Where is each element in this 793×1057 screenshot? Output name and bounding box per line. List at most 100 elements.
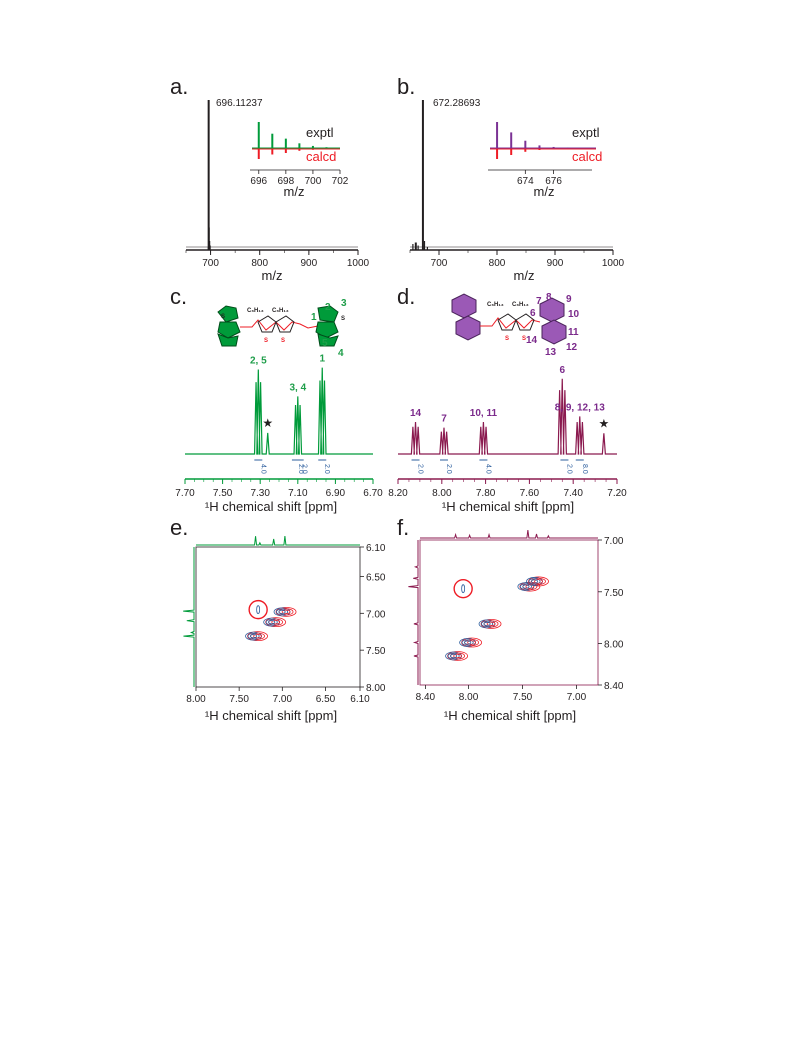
- panel-c-proton-5: 5: [322, 338, 328, 349]
- y-tick-label: 8.00: [366, 683, 386, 694]
- integral-value: 2.0: [297, 464, 304, 474]
- panel-e-left-projection: [183, 547, 195, 687]
- panel-d-sulfur-2: S: [522, 336, 526, 342]
- crosspeak-blue: [278, 609, 286, 614]
- left-projection-trace: [183, 547, 195, 687]
- panel-a-inset-xlabel: m/z: [284, 184, 305, 199]
- peak-label: 10, 11: [470, 408, 498, 419]
- panel-c-core-ring1: [257, 315, 277, 333]
- panel-f-y-ticks: 7.00 7.50 8.00 8.40: [598, 536, 624, 692]
- top-projection-trace: [420, 529, 598, 539]
- integral-value: 4.0: [484, 464, 491, 474]
- panel-c-proton-1: 1: [311, 312, 317, 323]
- panel-e: e. 8.00 7.50 7.00 6.50 6.10 6.10 6.50 7.00 7.50…: [170, 515, 386, 723]
- panel-c: c. C₆H₁₃ C₆H₁₃ S S S S 1 2 3 4 5: [170, 284, 383, 514]
- integral-value: 8.0: [581, 464, 588, 474]
- panel-b-inset-sticks: [490, 122, 596, 159]
- panel-c-hexyl-left: C₆H₁₃: [247, 308, 264, 314]
- panel-f-label: f.: [397, 515, 409, 540]
- panel-b: b. 672.28693 700 800 900 1000 m/z exptl cal…: [397, 74, 625, 283]
- peak-label: ★: [262, 416, 273, 430]
- crosspeak-blue: [481, 620, 494, 628]
- peak-label: 6: [559, 365, 565, 376]
- panel-b-inset-xlabel: m/z: [534, 184, 555, 199]
- inset-tick-label: 676: [545, 176, 562, 187]
- integral-value: 4.0: [259, 464, 266, 474]
- x-tick-label: 7.00: [567, 692, 587, 703]
- panel-f-plot-frame: [419, 539, 599, 686]
- inset-tick-label: 702: [332, 176, 349, 187]
- panel-c-thiophene-right-bot: [317, 333, 339, 347]
- panel-c-thiophene-right-top: [317, 305, 339, 323]
- panel-a-inset-ticks: 696 698 700 702: [250, 170, 349, 187]
- panel-a-label: a.: [170, 74, 188, 99]
- x-tick-label: 7.10: [288, 488, 308, 499]
- panel-e-x-ticks: 8.00 7.50 7.00 6.50 6.10: [186, 687, 370, 705]
- x-tick-label: 6.70: [363, 488, 383, 499]
- panel-a-spectrum: [186, 100, 358, 250]
- circled-crosspeak: [453, 578, 473, 599]
- panel-d: d. C₆H₁₃ C₆H₁₃ S S 6 7 8 9 10 11 12 13 1…: [388, 284, 627, 514]
- x-tick-label: 1000: [602, 258, 625, 269]
- panel-e-top-projection: [196, 535, 360, 546]
- panel-c-spectrum: [185, 367, 373, 455]
- crosspeak-blue: [447, 652, 460, 660]
- x-tick-label: 7.50: [229, 694, 249, 705]
- panel-e-plot-frame: [195, 546, 361, 688]
- panel-d-core-bonds: [480, 317, 541, 329]
- crosspeak-red: [467, 640, 477, 645]
- crosspeak-blue: [247, 632, 260, 640]
- y-tick-label: 7.00: [366, 609, 386, 620]
- panel-f-x-ticks: 8.40 8.00 7.50 7.00: [416, 685, 587, 703]
- crosspeak-red: [281, 609, 291, 615]
- panel-d-core-ring1: [497, 313, 517, 331]
- integral-value: 2.0: [445, 464, 452, 474]
- panel-d-hexyl-left: C₆H₁₃: [487, 302, 504, 308]
- panel-a: a. 696.11237 700 800 900 1000 m/z exptl cal…: [170, 74, 370, 283]
- crosspeak-blue: [528, 578, 541, 585]
- integral-value: 2.0: [323, 464, 330, 474]
- crosspeak-blue: [530, 579, 539, 584]
- panel-d-proton-14: 14: [526, 335, 538, 346]
- crosspeak-blue: [522, 584, 530, 589]
- panel-d-proton-10: 10: [568, 309, 580, 320]
- panel-a-inset: exptl calcd 696 698 700 702 m/z: [250, 122, 349, 199]
- x-tick-label: 800: [251, 258, 268, 269]
- panel-a-legend-calcd: calcd: [306, 149, 336, 164]
- panel-d-proton-13: 13: [545, 347, 557, 358]
- nmr-trace: [398, 378, 617, 455]
- x-tick-label: 8.00: [186, 694, 206, 705]
- panel-d-spectrum: [398, 378, 617, 455]
- x-tick-label: 1000: [347, 258, 370, 269]
- x-tick-label: 6.90: [326, 488, 346, 499]
- panel-c-thiophene-right-mid: [315, 321, 339, 339]
- panel-a-xlabel: m/z: [262, 268, 283, 283]
- y-tick-label: 7.00: [604, 536, 624, 547]
- x-tick-label: 7.00: [273, 694, 293, 705]
- peak-label: 8, 9, 12, 13: [555, 402, 605, 413]
- y-tick-label: 6.10: [366, 543, 386, 554]
- crosspeak-blue: [276, 608, 289, 616]
- left-projection-trace: [408, 540, 419, 685]
- panel-b-peak-label: 672.28693: [433, 98, 481, 109]
- panel-b-spectrum: [410, 100, 613, 250]
- panel-e-label: e.: [170, 515, 188, 540]
- x-tick-label: 7.40: [563, 488, 583, 499]
- x-tick-label: 7.20: [607, 488, 627, 499]
- panel-c-sulfur-3: S: [281, 338, 285, 344]
- crosspeak-red: [253, 633, 262, 639]
- panel-c-thiophene-left-bot: [217, 333, 239, 347]
- y-tick-label: 8.40: [604, 681, 624, 692]
- crosspeak-blue: [464, 640, 472, 645]
- crosspeak-red: [453, 653, 463, 659]
- x-tick-label: 700: [431, 258, 448, 269]
- inset-tick-label: 674: [517, 176, 534, 187]
- panel-c-core-bonds: [240, 319, 319, 331]
- panel-e-y-ticks: 6.10 6.50 7.00 7.50 8.00: [360, 543, 386, 694]
- x-tick-label: 6.10: [350, 694, 370, 705]
- panel-c-proton-2: 2: [325, 302, 331, 313]
- panel-c-sulfur-4: S: [341, 316, 345, 322]
- crosspeak-red: [271, 619, 281, 625]
- x-tick-label: 8.00: [459, 692, 479, 703]
